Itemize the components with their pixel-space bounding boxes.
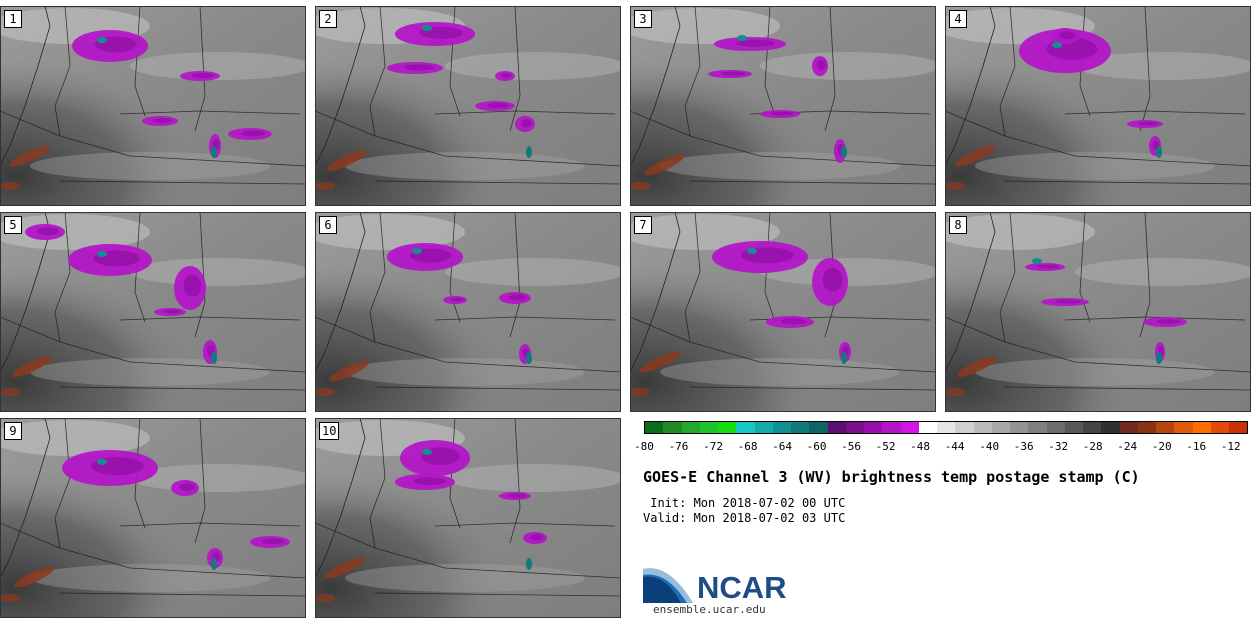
panel-number: 3 bbox=[634, 10, 652, 28]
colorbar-tick-label: -60 bbox=[806, 440, 827, 453]
temperature-colorbar bbox=[644, 421, 1248, 434]
colorbar-segment bbox=[772, 422, 791, 433]
colorbar-segment bbox=[736, 422, 755, 433]
wv-map-2 bbox=[315, 6, 621, 206]
stamp-panel-4: 4 bbox=[945, 6, 1251, 206]
site-url: ensemble.ucar.edu bbox=[653, 603, 766, 616]
init-time: Init: Mon 2018-07-02 00 UTC bbox=[643, 496, 846, 510]
colorbar-segment bbox=[1174, 422, 1193, 433]
colorbar-segment bbox=[1137, 422, 1156, 433]
colorbar-tick-label: -72 bbox=[703, 440, 723, 453]
panel-number: 7 bbox=[634, 216, 652, 234]
stamp-panel-8: 8 bbox=[945, 212, 1251, 412]
wv-map-6 bbox=[315, 212, 621, 412]
panel-number: 10 bbox=[319, 422, 340, 440]
colorbar-segment bbox=[973, 422, 992, 433]
wv-map-7 bbox=[630, 212, 936, 412]
colorbar-tick-label: -36 bbox=[1013, 440, 1034, 453]
colorbar-segment bbox=[809, 422, 828, 433]
panel-number: 5 bbox=[4, 216, 22, 234]
colorbar-segment bbox=[1119, 422, 1138, 433]
wv-map-3 bbox=[630, 6, 936, 206]
ncar-logo-icon bbox=[643, 568, 693, 603]
ncar-logo-text: NCAR bbox=[697, 570, 787, 605]
colorbar-tick-label: -28 bbox=[1082, 440, 1103, 453]
colorbar-tick-label: -80 bbox=[634, 440, 654, 453]
colorbar-tick-label: -20 bbox=[1151, 440, 1172, 453]
colorbar-segment bbox=[663, 422, 682, 433]
colorbar-segment bbox=[699, 422, 718, 433]
panel-number: 8 bbox=[949, 216, 967, 234]
colorbar-segment bbox=[1156, 422, 1175, 433]
panel-number: 6 bbox=[319, 216, 337, 234]
stamp-panel-9: 9 bbox=[0, 418, 306, 618]
colorbar-segment bbox=[791, 422, 810, 433]
colorbar-segment bbox=[1192, 422, 1211, 433]
colorbar-segment bbox=[681, 422, 700, 433]
colorbar-segment bbox=[718, 422, 737, 433]
wv-map-10 bbox=[315, 418, 621, 618]
colorbar-tick-label: -12 bbox=[1220, 440, 1241, 453]
panel-number: 4 bbox=[949, 10, 967, 28]
panel-number: 9 bbox=[4, 422, 22, 440]
panel-number: 2 bbox=[319, 10, 337, 28]
colorbar-tick-label: -44 bbox=[944, 440, 965, 453]
product-title: GOES-E Channel 3 (WV) brightness temp po… bbox=[643, 468, 1140, 486]
stamp-panel-1: 1 bbox=[0, 6, 306, 206]
colorbar-segment bbox=[864, 422, 883, 433]
colorbar-tick-label: -40 bbox=[979, 440, 1000, 453]
colorbar-segment bbox=[754, 422, 773, 433]
colorbar-segment bbox=[1046, 422, 1065, 433]
colorbar-segment bbox=[827, 422, 846, 433]
wv-map-4 bbox=[945, 6, 1251, 206]
colorbar-segment bbox=[1229, 422, 1248, 433]
colorbar-tick-label: -24 bbox=[1117, 440, 1138, 453]
colorbar-tick-label: -32 bbox=[1048, 440, 1069, 453]
colorbar-segment bbox=[1064, 422, 1083, 433]
colorbar-segment bbox=[991, 422, 1010, 433]
wv-map-5 bbox=[0, 212, 306, 412]
stamp-panel-3: 3 bbox=[630, 6, 936, 206]
stamp-panel-6: 6 bbox=[315, 212, 621, 412]
wv-map-9 bbox=[0, 418, 306, 618]
colorbar-segment bbox=[1010, 422, 1029, 433]
wv-map-8 bbox=[945, 212, 1251, 412]
panel-number: 1 bbox=[4, 10, 22, 28]
stamp-panel-2: 2 bbox=[315, 6, 621, 206]
colorbar-tick-label: -16 bbox=[1186, 440, 1207, 453]
colorbar-segment bbox=[645, 422, 664, 433]
colorbar-tick-label: -76 bbox=[668, 440, 689, 453]
valid-time: Valid: Mon 2018-07-02 03 UTC bbox=[643, 511, 846, 525]
wv-map-1 bbox=[0, 6, 306, 206]
colorbar-segment bbox=[1083, 422, 1102, 433]
colorbar-segment bbox=[845, 422, 864, 433]
stamp-panel-5: 5 bbox=[0, 212, 306, 412]
stamp-panel-10: 10 bbox=[315, 418, 621, 618]
colorbar-tick-label: -68 bbox=[737, 440, 758, 453]
colorbar-segment bbox=[1028, 422, 1047, 433]
colorbar-segment bbox=[882, 422, 901, 433]
colorbar-ticks: -80 -76 -72 -68 -64 -60 -56 -52 -48 -44 -40 -36 -32-… bbox=[632, 440, 1260, 456]
colorbar-segment bbox=[937, 422, 956, 433]
colorbar-tick-label: -52 bbox=[875, 440, 896, 453]
colorbar-tick-label: -64 bbox=[772, 440, 792, 453]
colorbar-tick-label: -56 bbox=[841, 440, 862, 453]
stamp-panel-7: 7 bbox=[630, 212, 936, 412]
colorbar-segment bbox=[1210, 422, 1229, 433]
colorbar-segment bbox=[918, 422, 937, 433]
colorbar-segment bbox=[900, 422, 919, 433]
colorbar-segment bbox=[1101, 422, 1120, 433]
colorbar-tick-label: -48 bbox=[910, 440, 931, 453]
colorbar-segment bbox=[955, 422, 974, 433]
